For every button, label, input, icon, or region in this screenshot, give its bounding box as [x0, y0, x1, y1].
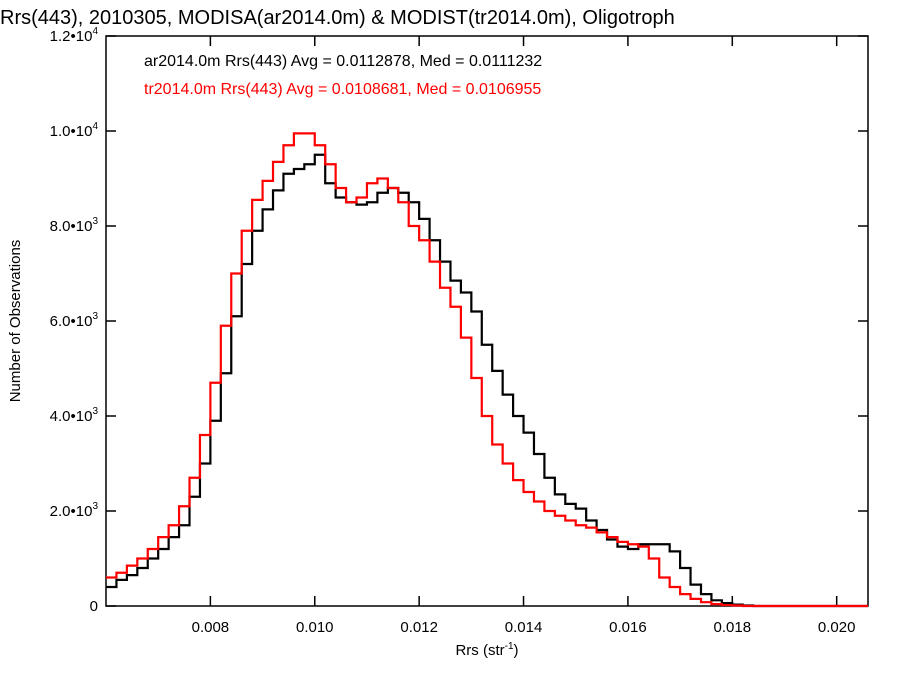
y-tick-label-base-0: 0 — [90, 598, 98, 615]
x-axis-label-main: Rrs (str — [455, 642, 504, 659]
y-tick-label-4: 8.0•103 — [50, 216, 99, 235]
y-tick-label-exp-6: 4 — [92, 26, 98, 37]
x-tick-label-2: 0.012 — [400, 619, 438, 636]
x-tick-label-4: 0.016 — [609, 619, 647, 636]
x-axis-label-sup: -1 — [505, 641, 514, 652]
y-tick-label-1: 2.0•103 — [50, 501, 99, 520]
series-line-1 — [106, 132, 868, 608]
y-tick-label-exp-5: 4 — [92, 121, 98, 132]
y-axis-ticks: 02.0•1034.0•1036.0•1038.0•1031.0•1041.2•… — [50, 26, 868, 615]
annotation-tr2014: tr2014.0m Rrs(443) Avg = 0.0108681, Med … — [144, 81, 541, 98]
y-tick-label-6: 1.2•104 — [50, 26, 99, 45]
y-tick-label-exp-4: 3 — [92, 216, 98, 227]
y-tick-label-base-5: 1.0•10 — [50, 123, 93, 140]
y-axis-label: Number of Observations — [7, 240, 24, 403]
y-tick-label-5: 1.0•104 — [50, 121, 99, 140]
x-tick-label-3: 0.014 — [505, 619, 543, 636]
y-tick-label-base-4: 8.0•10 — [50, 218, 93, 235]
y-tick-label-exp-3: 3 — [92, 311, 98, 322]
y-tick-label-2: 4.0•103 — [50, 406, 99, 425]
x-axis-label: Rrs (str-1) — [455, 641, 518, 659]
series-group — [106, 132, 868, 608]
x-tick-label-0: 0.008 — [192, 619, 230, 636]
x-tick-label-6: 0.020 — [818, 619, 856, 636]
y-tick-label-base-3: 6.0•10 — [50, 313, 93, 330]
x-tick-label-5: 0.018 — [714, 619, 752, 636]
x-axis-label-tail: ) — [514, 642, 519, 659]
y-tick-label-0: 0 — [90, 598, 98, 615]
y-tick-label-base-2: 4.0•10 — [50, 408, 93, 425]
y-tick-label-base-1: 2.0•10 — [50, 503, 93, 520]
chart-title: Rrs(443), 2010305, MODISA(ar2014.0m) & M… — [0, 7, 675, 29]
y-tick-label-exp-2: 3 — [92, 406, 98, 417]
x-tick-label-1: 0.010 — [296, 619, 334, 636]
y-tick-label-3: 6.0•103 — [50, 311, 99, 330]
y-tick-label-exp-1: 3 — [92, 501, 98, 512]
y-tick-label-base-6: 1.2•10 — [50, 28, 93, 45]
annotation-ar2014: ar2014.0m Rrs(443) Avg = 0.0112878, Med … — [144, 53, 542, 70]
x-axis-ticks: 0.008 0.010 0.012 0.014 0.016 0.018 0.020 — [192, 36, 856, 636]
series-line-0 — [106, 153, 868, 608]
